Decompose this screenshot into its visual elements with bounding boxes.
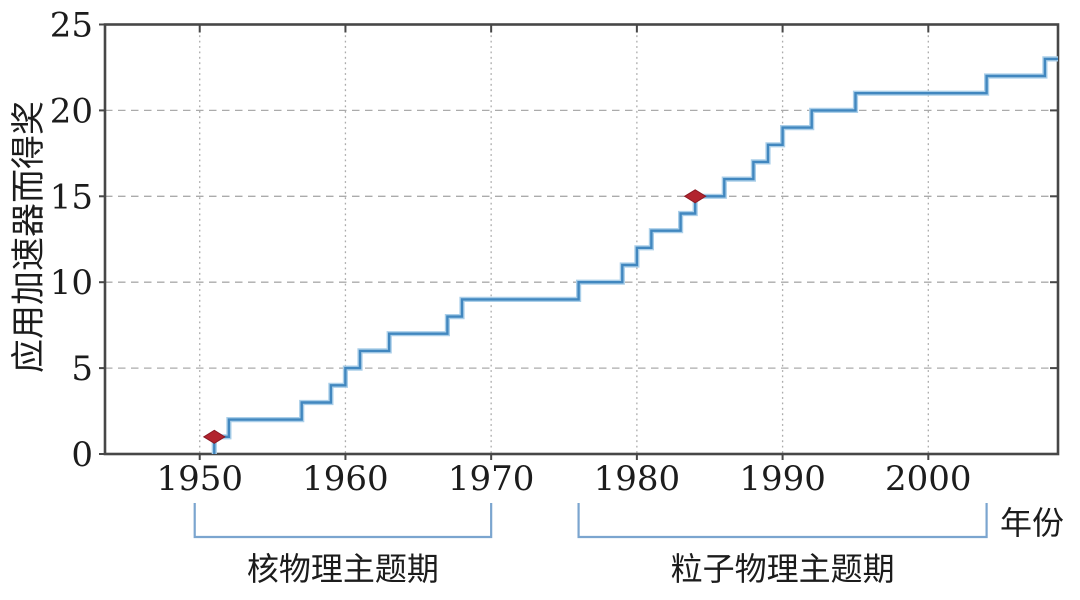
step-line bbox=[213, 57, 1058, 454]
y-tick-label: 10 bbox=[50, 263, 93, 303]
y-axis-title: 应用加速器而得奖 bbox=[9, 101, 49, 373]
period-label-nuclear: 核物理主题期 bbox=[247, 550, 439, 588]
period-bracket bbox=[193, 503, 493, 539]
axis-ticks bbox=[99, 23, 1058, 460]
event-markers bbox=[202, 189, 707, 444]
x-tick-label: 1990 bbox=[739, 459, 826, 499]
x-tick-label: 2000 bbox=[885, 459, 972, 499]
x-tick-label: 1950 bbox=[156, 459, 243, 499]
y-tick-label: 20 bbox=[50, 91, 93, 131]
x-tick-label: 1970 bbox=[448, 459, 535, 499]
data-marker bbox=[683, 189, 707, 204]
x-tick-label: 1960 bbox=[302, 459, 389, 499]
x-tick-labels: 1950 1960 1970 1980 1990 2000 bbox=[156, 459, 971, 499]
y-tick-labels: 0 5 10 15 20 25 bbox=[50, 6, 93, 476]
y-tick-label: 5 bbox=[71, 349, 93, 389]
data-marker bbox=[202, 429, 226, 444]
y-tick-label: 15 bbox=[50, 177, 93, 217]
period-brackets bbox=[193, 503, 988, 539]
y-tick-label: 25 bbox=[50, 6, 93, 46]
gridlines bbox=[105, 24, 1058, 454]
plot-border bbox=[103, 23, 1060, 456]
x-axis-title: 年份 bbox=[1000, 504, 1064, 542]
y-tick-label: 0 bbox=[71, 435, 93, 475]
period-bracket bbox=[577, 503, 988, 539]
period-label-particle: 粒子物理主题期 bbox=[671, 550, 895, 588]
x-tick-label: 1980 bbox=[594, 459, 681, 499]
